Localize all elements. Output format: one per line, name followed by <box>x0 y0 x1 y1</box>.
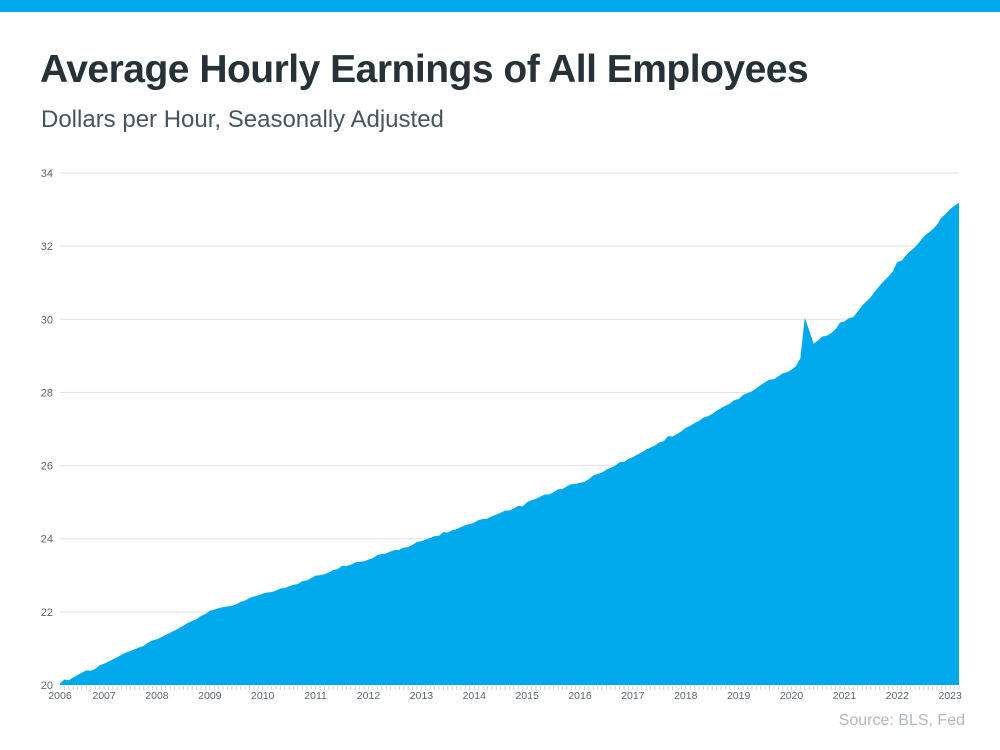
x-tick-label-2017: 2017 <box>621 690 645 702</box>
y-tick-label-30: 30 <box>41 314 53 326</box>
x-tick-label-2015: 2015 <box>515 690 539 702</box>
page-title: Average Hourly Earnings of All Employees <box>40 48 809 91</box>
y-tick-label-20: 20 <box>41 680 53 692</box>
x-tick-label-2023: 2023 <box>939 690 963 702</box>
earnings-area <box>60 202 959 686</box>
x-tick-label-2022: 2022 <box>886 690 910 702</box>
y-tick-label-24: 24 <box>41 534 53 546</box>
y-tick-label-32: 32 <box>41 241 53 253</box>
area-series-group <box>60 202 959 686</box>
x-tick-label-2010: 2010 <box>251 690 275 702</box>
x-tick-label-2007: 2007 <box>92 690 116 702</box>
x-tick-label-2008: 2008 <box>145 690 169 702</box>
x-tick-label-2020: 2020 <box>780 690 804 702</box>
page-subtitle: Dollars per Hour, Seasonally Adjusted <box>41 106 444 133</box>
source-note: Source: BLS, Fed <box>838 712 965 729</box>
x-tick-label-2006: 2006 <box>48 690 72 702</box>
x-tick-label-2012: 2012 <box>357 690 381 702</box>
x-tick-label-2016: 2016 <box>568 690 592 702</box>
x-tick-label-2018: 2018 <box>674 690 698 702</box>
x-tick-label-2011: 2011 <box>304 690 327 702</box>
x-axis-labels-group: 2006 2007 2008 2009 2010 2011 2012 2013 2014 2015… <box>48 690 962 702</box>
y-tick-label-22: 22 <box>41 607 53 619</box>
top-accent-bar <box>0 0 1000 12</box>
x-tick-label-2009: 2009 <box>198 690 222 702</box>
x-tick-label-2019: 2019 <box>727 690 751 702</box>
x-tick-label-2021: 2021 <box>833 690 857 702</box>
x-tick-label-2013: 2013 <box>410 690 434 702</box>
month-ticks-group <box>59 686 960 690</box>
x-tick-label-2014: 2014 <box>463 690 487 702</box>
y-tick-label-26: 26 <box>41 461 53 473</box>
y-tick-label-28: 28 <box>41 387 53 399</box>
y-axis-labels-group: 20 22 24 26 28 30 32 34 <box>41 168 53 692</box>
y-tick-label-34: 34 <box>41 168 53 180</box>
